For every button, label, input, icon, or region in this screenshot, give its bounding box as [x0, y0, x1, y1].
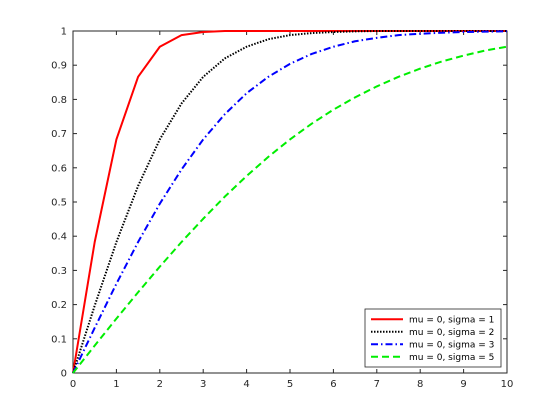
x-tick-label: 9	[460, 379, 466, 390]
legend: mu = 0, sigma = 1 mu = 0, sigma = 2 mu = 0…	[364, 308, 502, 368]
legend-label-2: mu = 0, sigma = 2	[409, 328, 494, 338]
y-tick-label: 0.8	[51, 95, 67, 106]
series-layer	[72, 30, 508, 374]
y-tick-label: 0.4	[51, 232, 67, 243]
y-tick-label: 0.9	[51, 61, 67, 72]
series-line-4	[72, 45, 508, 374]
y-tick-label: 0.1	[51, 334, 67, 345]
x-tick-label: 1	[113, 379, 119, 390]
y-tick-label: 0.5	[51, 198, 67, 209]
x-tick-label: 10	[501, 379, 514, 390]
legend-label-1: mu = 0, sigma = 1	[409, 315, 494, 325]
legend-label-4: mu = 0, sigma = 5	[409, 353, 494, 363]
y-tick-label: 0	[61, 369, 67, 380]
x-tick-label: 0	[70, 379, 76, 390]
x-tick-label: 2	[157, 379, 163, 390]
x-tick-label: 4	[243, 379, 249, 390]
x-tick-label: 3	[200, 379, 206, 390]
y-tick-label: 1	[61, 27, 67, 38]
axis-ticks: 0 1 2 3 4 5 6 7 8 9 10 0 0.1 0.2 0.3 0.4 0.5 0.6 0.7 0.8 0.9…	[51, 27, 513, 391]
legend-label-3: mu = 0, sigma = 3	[409, 340, 494, 350]
series-line-3	[72, 30, 508, 374]
series-line-1	[72, 30, 507, 374]
series-line-2	[72, 30, 507, 374]
x-tick-label: 6	[330, 379, 336, 390]
y-tick-label: 0.2	[51, 300, 67, 311]
x-tick-label: 7	[374, 379, 380, 390]
y-tick-label: 0.7	[51, 129, 67, 140]
y-tick-label: 0.3	[51, 266, 67, 277]
x-tick-label: 8	[417, 379, 423, 390]
y-tick-label: 0.6	[51, 163, 67, 174]
x-tick-label: 5	[287, 379, 293, 390]
